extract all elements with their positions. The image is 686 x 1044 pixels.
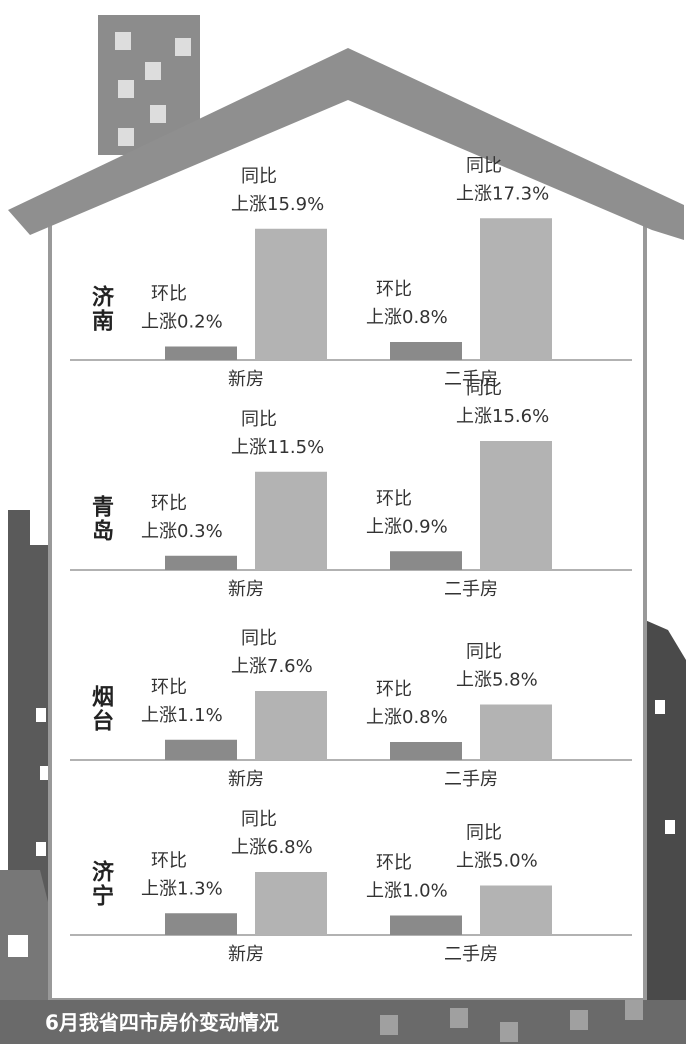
city-label: 青岛 bbox=[88, 495, 114, 543]
bar bbox=[480, 704, 552, 760]
series-label: 环比 bbox=[376, 488, 412, 509]
x-category-label: 新房 bbox=[228, 769, 264, 790]
bar bbox=[165, 555, 237, 570]
bar bbox=[480, 441, 552, 570]
bar bbox=[255, 691, 327, 760]
bar bbox=[255, 471, 327, 570]
series-label: 环比 bbox=[376, 853, 412, 874]
series-label: 同比 bbox=[241, 166, 277, 187]
series-label: 同比 bbox=[241, 809, 277, 830]
series-label: 同比 bbox=[241, 409, 277, 430]
value-label: 上涨0.3% bbox=[141, 521, 223, 542]
x-category-label: 二手房 bbox=[444, 369, 498, 390]
series-label: 同比 bbox=[466, 642, 502, 663]
series-label: 同比 bbox=[241, 628, 277, 649]
x-category-label: 新房 bbox=[228, 944, 264, 965]
value-label: 上涨1.3% bbox=[141, 878, 223, 899]
value-label: 上涨5.8% bbox=[456, 670, 538, 691]
series-label: 同比 bbox=[466, 823, 502, 844]
value-label: 上涨6.8% bbox=[231, 837, 313, 858]
series-label: 环比 bbox=[151, 677, 187, 698]
charts: 济南新房环比上涨0.2%同比上涨15.9%二手房环比上涨0.8%同比上涨17.3… bbox=[70, 155, 632, 965]
house-wall bbox=[48, 92, 647, 1002]
bar bbox=[390, 915, 462, 935]
value-label: 上涨0.2% bbox=[141, 312, 223, 333]
bar bbox=[390, 742, 462, 760]
bar bbox=[165, 739, 237, 760]
series-label: 环比 bbox=[376, 679, 412, 700]
city-label: 济宁 bbox=[88, 859, 114, 908]
series-label: 环比 bbox=[376, 279, 412, 300]
bar bbox=[390, 551, 462, 570]
x-category-label: 新房 bbox=[228, 369, 264, 390]
value-label: 上涨11.5% bbox=[231, 437, 324, 458]
bar bbox=[255, 228, 327, 360]
city-label: 烟台 bbox=[88, 685, 114, 733]
band-windows bbox=[380, 1000, 643, 1042]
value-label: 上涨0.8% bbox=[366, 707, 448, 728]
caption: 6月我省四市房价变动情况 bbox=[45, 1011, 279, 1035]
value-label: 上涨1.1% bbox=[141, 705, 223, 726]
value-label: 上涨1.0% bbox=[366, 881, 448, 902]
city-label: 济南 bbox=[88, 284, 114, 333]
value-label: 上涨5.0% bbox=[456, 851, 538, 872]
series-label: 环比 bbox=[151, 493, 187, 514]
x-category-label: 二手房 bbox=[444, 579, 498, 600]
series-label: 环比 bbox=[151, 850, 187, 871]
bar bbox=[255, 872, 327, 935]
roof bbox=[8, 48, 684, 240]
x-category-label: 新房 bbox=[228, 579, 264, 600]
bar bbox=[480, 885, 552, 935]
chimney-windows bbox=[115, 32, 191, 146]
series-label: 同比 bbox=[466, 155, 502, 176]
x-category-label: 二手房 bbox=[444, 769, 498, 790]
x-category-label: 二手房 bbox=[444, 944, 498, 965]
series-label: 环比 bbox=[151, 284, 187, 305]
value-label: 上涨17.3% bbox=[456, 183, 549, 204]
value-label: 上涨15.6% bbox=[456, 406, 549, 427]
value-label: 上涨0.8% bbox=[366, 307, 448, 328]
bar bbox=[165, 913, 237, 935]
bar bbox=[480, 218, 552, 360]
value-label: 上涨7.6% bbox=[231, 656, 313, 677]
bar bbox=[390, 342, 462, 360]
value-label: 上涨15.9% bbox=[231, 194, 324, 215]
value-label: 上涨0.9% bbox=[366, 516, 448, 537]
bar bbox=[165, 346, 237, 360]
series-label: 同比 bbox=[466, 378, 502, 399]
